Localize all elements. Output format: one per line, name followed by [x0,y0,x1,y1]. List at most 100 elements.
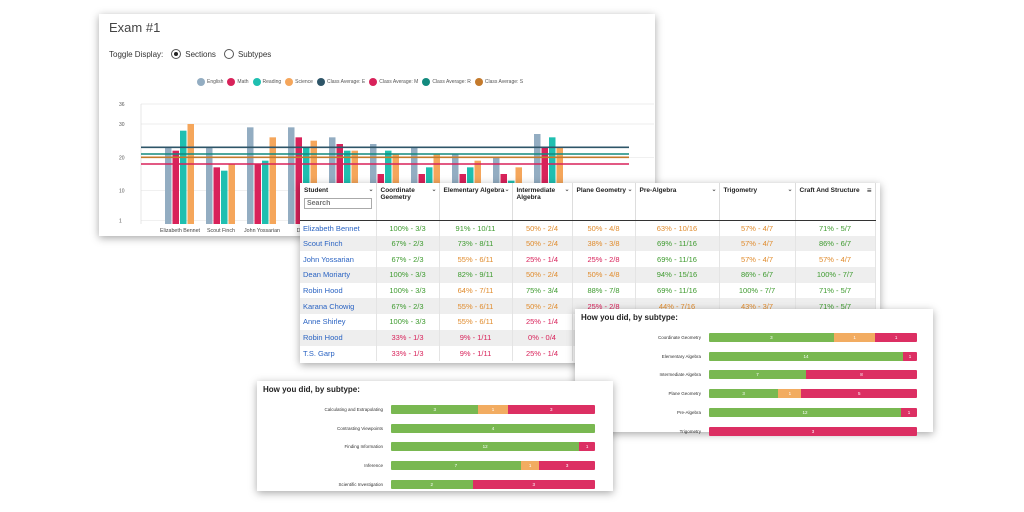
subtype-row: Plane Geometry 3 1 5 [581,384,927,403]
chevron-down-icon[interactable]: ⌄ [711,187,717,193]
table-row: Scout Finch 67% - 2/3 73% - 8/11 50% - 2/4 3… [300,235,876,252]
column-header[interactable]: Coordinate Geometry ⌄ [376,183,440,221]
score-cell: 25% - 1/4 [512,314,573,330]
chevron-down-icon[interactable]: ⌄ [564,187,570,193]
subtype-bar[interactable]: 12 1 [391,442,595,452]
student-name-link[interactable]: Robin Hood [300,329,377,346]
legend-item[interactable]: Class Average: S [474,78,523,86]
chevron-down-icon[interactable]: ⌄ [368,187,374,193]
bar-english[interactable] [329,137,336,224]
bar-english[interactable] [288,127,295,224]
subtypes-radio[interactable] [223,49,234,59]
sections-radio[interactable] [171,49,182,59]
legend-item[interactable]: Reading [252,78,281,86]
column-header[interactable]: Trigometry ⌄ [719,183,796,221]
score-cell: 82% - 9/11 [439,267,513,283]
bar-math[interactable] [295,137,303,224]
student-name-link[interactable]: John Yossarian [300,251,377,268]
menu-icon[interactable]: ≡ [866,186,872,195]
legend-item[interactable]: Class Average: R [422,78,471,86]
bar-math[interactable] [172,150,180,224]
column-header-label: Elementary Algebra [443,187,505,194]
student-name-link[interactable]: T.S. Garp [300,345,377,362]
subtype-bar[interactable]: 4 [391,423,595,433]
legend-swatch [252,78,261,86]
bar-english[interactable] [534,134,541,224]
table-header-row: Student⌄Coordinate Geometry⌄Elementary A… [300,183,876,221]
legend-item[interactable]: Math [227,78,249,86]
chevron-down-icon[interactable]: ⌄ [627,187,633,193]
legend-item[interactable]: Science [285,78,313,86]
bar-science[interactable] [228,164,236,224]
bar-science[interactable] [269,137,277,224]
legend-swatch [369,78,378,86]
subtype-bar[interactable]: 12 1 [709,408,917,418]
bar-english[interactable] [206,147,213,224]
chevron-down-icon[interactable]: ⌄ [787,187,793,193]
subtype-label: Pre-Algebra [676,410,701,416]
subtype-bar[interactable]: 3 [709,426,917,436]
x-tick-label: Elizabeth Bennet [160,228,201,234]
score-cell: 67% - 2/3 [376,298,440,315]
subtype-row: Trigometry 3 [581,422,927,441]
subtype-label: Calculating and Extrapolating [324,406,383,412]
bar-english[interactable] [165,147,172,224]
score-cell: 0% - 0/4 [512,329,573,346]
chevron-down-icon[interactable]: ⌄ [504,187,510,193]
legend-swatch [474,78,483,86]
student-name-link[interactable]: Dean Moriarty [300,267,377,283]
column-header[interactable]: Student ⌄ [300,183,377,221]
chevron-down-icon[interactable]: ⌄ [431,187,437,193]
score-cell: 100% - 7/7 [719,282,796,299]
column-header[interactable]: Pre-Algebra ⌄ [635,183,720,221]
column-header[interactable]: Craft And Structure ≡ [795,183,876,221]
student-name-link[interactable]: Karana Chowig [300,298,377,315]
student-name-link[interactable]: Elizabeth Bennet [300,220,377,236]
score-cell: 71% - 5/7 [795,220,876,236]
toggle-label: Toggle Display: [109,49,164,59]
score-cell: 50% - 4/8 [572,220,636,236]
score-cell: 50% - 2/4 [512,267,573,283]
subtype-bar[interactable]: 14 1 [709,351,917,361]
bar-segment-correct: 12 [709,408,901,418]
legend-item[interactable]: Class Average: M [369,78,418,86]
bar-reading[interactable] [262,160,269,224]
bar-reading[interactable] [221,170,228,224]
score-cell: 57% - 4/7 [719,235,796,252]
legend-item[interactable]: Class Average: E [316,78,365,86]
student-name-link[interactable]: Robin Hood [300,282,377,299]
sections-label[interactable]: Sections [185,49,216,59]
column-header-label: Student [304,187,329,194]
bar-science[interactable] [310,140,318,224]
bar-math[interactable] [254,164,262,224]
column-header[interactable]: Intermediate Algebra ⌄ [512,183,573,221]
column-header-label: Pre-Algebra [639,187,677,194]
column-header[interactable]: Plane Geometry ⌄ [572,183,636,221]
legend-item[interactable]: English [197,78,223,86]
bar-math[interactable] [213,167,221,224]
student-name-link[interactable]: Anne Shirley [300,314,377,330]
student-name-link[interactable]: Scout Finch [300,235,377,252]
bar-science[interactable] [187,124,195,224]
exam-chart-card: Exam #1 Toggle Display: Sections Subtype… [99,14,655,236]
subtype-label: Trigometry [679,428,701,434]
bar-segment-wrong: 1 [901,408,917,418]
search-input[interactable] [304,198,372,209]
score-cell: 57% - 4/7 [795,251,876,268]
subtype-label: Elementary Algebra [661,353,701,359]
bar-reading[interactable] [180,130,187,224]
bar-segment-partial: 1 [778,389,802,399]
column-header[interactable]: Elementary Algebra ⌄ [439,183,513,221]
score-cell: 50% - 4/8 [572,267,636,283]
bar-english[interactable] [247,127,254,224]
subtype-card-math: How you did, by subtype: Coordinate Geom… [575,309,933,436]
bar-segment-wrong: 3 [709,426,917,436]
bar-reading[interactable] [549,137,556,224]
subtypes-label[interactable]: Subtypes [237,49,272,59]
